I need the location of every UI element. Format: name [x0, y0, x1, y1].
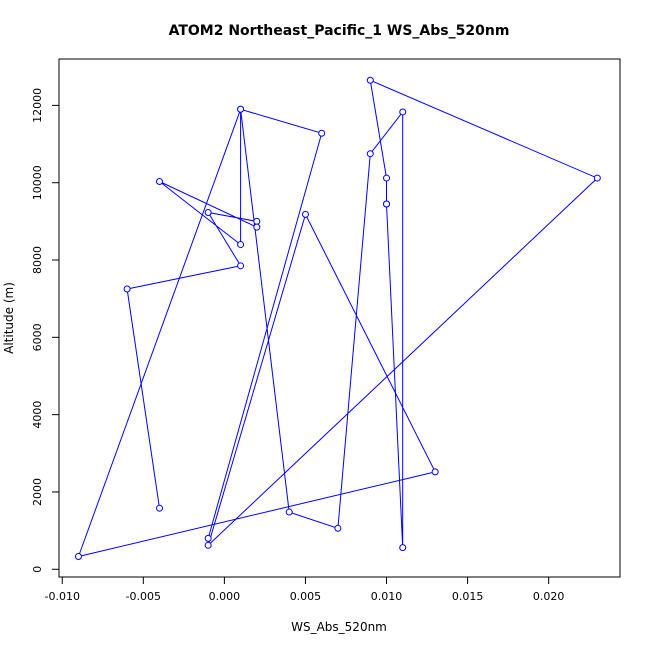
series-line [77, 79, 599, 558]
data-point [156, 178, 164, 186]
x-tick-label: 0.010 [371, 590, 403, 603]
y-axis-label: Altitude (m) [2, 282, 16, 354]
x-tick-label: 0.020 [533, 590, 565, 603]
data-point [285, 508, 293, 516]
data-point [431, 468, 439, 476]
data-point [204, 534, 212, 542]
data-point [593, 174, 601, 182]
series-layer [74, 76, 601, 561]
data-point [123, 285, 131, 293]
x-axis-label: WS_Abs_520nm [291, 620, 387, 634]
y-tick-label: 12000 [31, 88, 44, 123]
y-tick-label: 2000 [31, 478, 44, 506]
x-tick-label: 0.015 [452, 590, 484, 603]
data-point [237, 262, 245, 270]
data-point [334, 524, 342, 532]
x-axis: -0.010 -0.005 0.000 0.005 0.010 0.015 0.020 [45, 576, 565, 603]
data-point [204, 208, 212, 216]
data-point [253, 217, 261, 225]
y-tick-label: 0 [31, 566, 44, 573]
chart-title: ATOM2 Northeast_Pacific_1 WS_Abs_520nm [169, 23, 510, 39]
data-point [366, 150, 374, 158]
data-point [156, 504, 164, 512]
y-tick-label: 6000 [31, 323, 44, 351]
data-point [318, 129, 326, 137]
data-point [237, 241, 245, 249]
x-tick-label: 0.005 [290, 590, 322, 603]
data-point [399, 544, 407, 552]
data-point [399, 108, 407, 116]
data-point [74, 553, 82, 561]
y-tick-label: 8000 [31, 246, 44, 274]
data-point [366, 76, 374, 84]
data-point [301, 210, 309, 218]
y-tick-label: 4000 [31, 401, 44, 429]
data-point [204, 541, 212, 549]
x-tick-label: -0.010 [45, 590, 80, 603]
y-axis: 0 2000 4000 6000 8000 10000 12000 [31, 88, 60, 573]
data-point [383, 200, 391, 208]
data-point [237, 105, 245, 113]
x-tick-label: 0.000 [209, 590, 241, 603]
y-tick-label: 10000 [31, 165, 44, 200]
data-point [383, 174, 391, 182]
data-point [253, 223, 261, 231]
x-tick-label: -0.005 [126, 590, 161, 603]
plot-frame [58, 58, 621, 578]
